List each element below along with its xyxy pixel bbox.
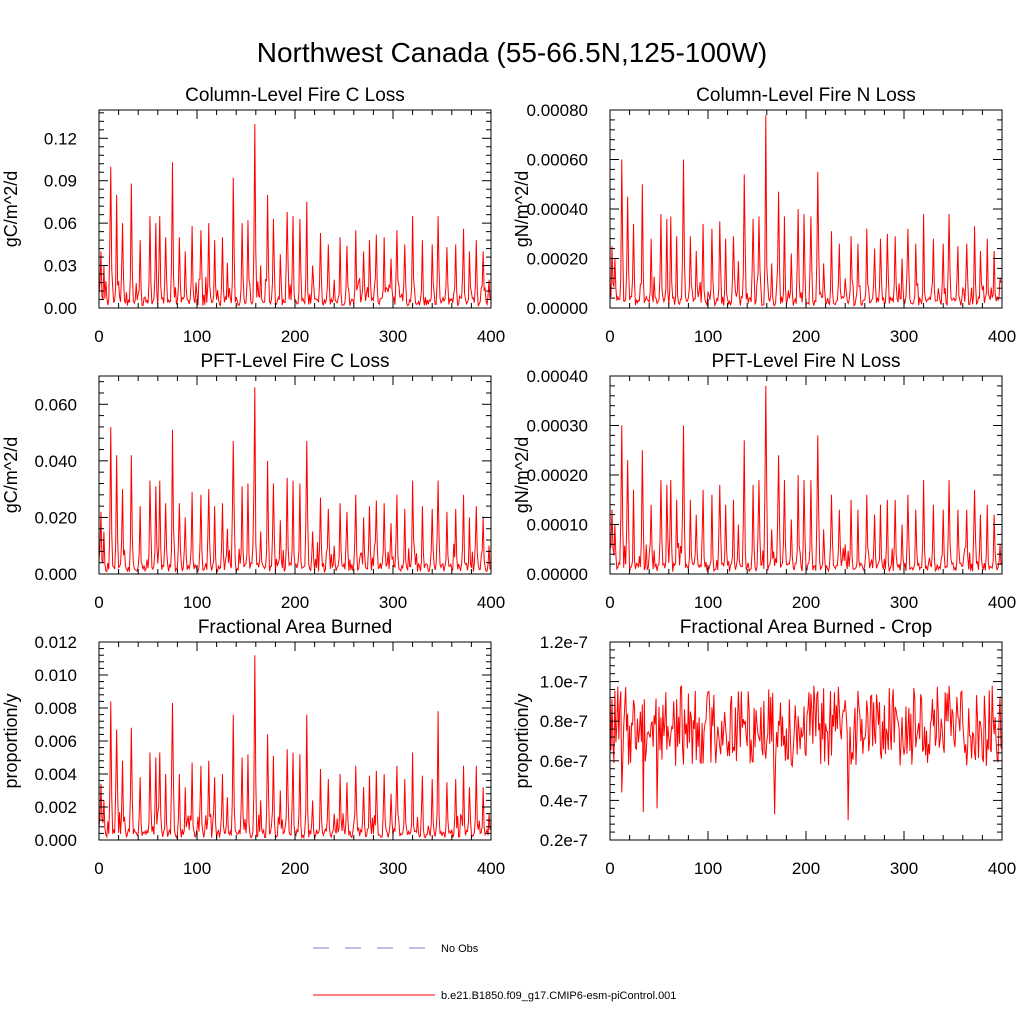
series-line bbox=[609, 114, 1002, 308]
y-tick-label: 0.2e-7 bbox=[540, 831, 588, 850]
y-tick-label: 0.00080 bbox=[527, 101, 588, 120]
series-line bbox=[609, 685, 1002, 821]
x-tick-label: 0 bbox=[605, 327, 614, 346]
x-tick-label: 200 bbox=[281, 593, 309, 612]
chart-panels: Column-Level Fire C Loss gC/m^2/d 0 100 200 3… bbox=[1, 85, 1016, 878]
y-tick-label: 0.09 bbox=[44, 172, 77, 191]
y-tick-label: 0.00040 bbox=[527, 367, 588, 386]
y-tick-label: 1.2e-7 bbox=[540, 633, 588, 652]
y-tick-label: 0.00020 bbox=[527, 250, 588, 269]
y-tick-label: 0.008 bbox=[34, 699, 77, 718]
x-tick-label: 100 bbox=[183, 859, 211, 878]
x-tick-label: 100 bbox=[694, 859, 722, 878]
panel-title: PFT-Level Fire N Loss bbox=[712, 351, 901, 372]
x-tick-label: 400 bbox=[477, 327, 505, 346]
panel-title: Column-Level Fire C Loss bbox=[185, 85, 405, 106]
y-tick-label: 0.6e-7 bbox=[540, 752, 588, 771]
legend: No Obs b.e21.B1850.f09_g17.CMIP6-esm-piC… bbox=[313, 943, 676, 1002]
x-tick-label: 200 bbox=[792, 859, 820, 878]
chart-panel: Fractional Area Burned proportion/y 0 100 20… bbox=[1, 617, 505, 878]
y-axis-label: gC/m^2/d bbox=[1, 437, 21, 513]
x-tick-label: 200 bbox=[792, 327, 820, 346]
y-axis-label: gC/m^2/d bbox=[1, 171, 21, 247]
chart-panel: Column-Level Fire N Loss gN/m^2/d 0 100 200 3… bbox=[512, 85, 1016, 346]
x-tick-label: 200 bbox=[792, 593, 820, 612]
panel-title: PFT-Level Fire C Loss bbox=[201, 351, 390, 372]
y-tick-label: 0.8e-7 bbox=[540, 712, 588, 731]
chart-panel: Fractional Area Burned - Crop proportion/… bbox=[512, 617, 1016, 878]
x-tick-label: 100 bbox=[694, 593, 722, 612]
y-tick-label: 0.03 bbox=[44, 257, 77, 276]
x-tick-label: 300 bbox=[890, 593, 918, 612]
x-tick-label: 0 bbox=[605, 593, 614, 612]
y-tick-label: 0.012 bbox=[34, 633, 77, 652]
x-tick-label: 100 bbox=[183, 327, 211, 346]
y-axis-label: proportion/y bbox=[1, 693, 21, 788]
x-tick-label: 200 bbox=[281, 859, 309, 878]
y-tick-label: 0.000 bbox=[34, 565, 77, 584]
x-tick-label: 400 bbox=[988, 859, 1016, 878]
y-axis-label: proportion/y bbox=[512, 693, 532, 788]
y-tick-label: 0.00 bbox=[44, 299, 77, 318]
x-tick-label: 300 bbox=[379, 593, 407, 612]
x-tick-label: 0 bbox=[94, 593, 103, 612]
y-axis-label: gN/m^2/d bbox=[512, 437, 532, 513]
panel-title: Fractional Area Burned bbox=[198, 617, 392, 638]
x-tick-label: 300 bbox=[379, 327, 407, 346]
series-line bbox=[609, 385, 1002, 573]
chart-panel: PFT-Level Fire N Loss gN/m^2/d 0 100 200 300 4… bbox=[512, 351, 1016, 612]
y-tick-label: 0.00030 bbox=[527, 417, 588, 436]
panel-title: Column-Level Fire N Loss bbox=[696, 85, 916, 106]
y-tick-label: 0.060 bbox=[34, 395, 77, 414]
x-tick-label: 300 bbox=[890, 859, 918, 878]
series-line bbox=[98, 124, 491, 308]
x-tick-label: 100 bbox=[183, 593, 211, 612]
x-tick-label: 0 bbox=[94, 859, 103, 878]
x-tick-label: 400 bbox=[988, 327, 1016, 346]
y-tick-label: 0.00010 bbox=[527, 516, 588, 535]
legend-label-no-obs: No Obs bbox=[441, 943, 479, 955]
x-tick-label: 300 bbox=[890, 327, 918, 346]
y-tick-label: 0.004 bbox=[34, 765, 77, 784]
y-tick-label: 0.040 bbox=[34, 452, 77, 471]
x-tick-label: 400 bbox=[477, 593, 505, 612]
x-tick-label: 400 bbox=[988, 593, 1016, 612]
x-tick-label: 100 bbox=[694, 327, 722, 346]
x-tick-label: 200 bbox=[281, 327, 309, 346]
y-tick-label: 0.06 bbox=[44, 214, 77, 233]
y-tick-label: 0.00060 bbox=[527, 151, 588, 170]
y-tick-label: 0.002 bbox=[34, 798, 77, 817]
panel-title: Fractional Area Burned - Crop bbox=[680, 617, 932, 638]
y-tick-label: 0.00000 bbox=[527, 565, 588, 584]
y-tick-label: 0.00020 bbox=[527, 466, 588, 485]
y-tick-label: 0.000 bbox=[34, 831, 77, 850]
x-tick-label: 400 bbox=[477, 859, 505, 878]
y-tick-label: 1.0e-7 bbox=[540, 673, 588, 692]
figure-title: Northwest Canada (55-66.5N,125-100W) bbox=[257, 37, 767, 68]
chart-panel: Column-Level Fire C Loss gC/m^2/d 0 100 200 3… bbox=[1, 85, 505, 346]
y-tick-label: 0.12 bbox=[44, 129, 77, 148]
y-tick-label: 0.4e-7 bbox=[540, 791, 588, 810]
y-tick-label: 0.010 bbox=[34, 666, 77, 685]
y-tick-label: 0.00040 bbox=[527, 200, 588, 219]
y-tick-label: 0.006 bbox=[34, 732, 77, 751]
y-tick-label: 0.00000 bbox=[527, 299, 588, 318]
x-tick-label: 300 bbox=[379, 859, 407, 878]
y-tick-label: 0.020 bbox=[34, 508, 77, 527]
x-tick-label: 0 bbox=[94, 327, 103, 346]
series-line bbox=[98, 387, 491, 574]
legend-label-model: b.e21.B1850.f09_g17.CMIP6-esm-piControl.… bbox=[441, 990, 676, 1002]
x-tick-label: 0 bbox=[605, 859, 614, 878]
chart-panel: PFT-Level Fire C Loss gC/m^2/d 0 100 200 300 4… bbox=[1, 351, 505, 612]
y-axis-label: gN/m^2/d bbox=[512, 171, 532, 247]
series-line bbox=[98, 655, 491, 840]
